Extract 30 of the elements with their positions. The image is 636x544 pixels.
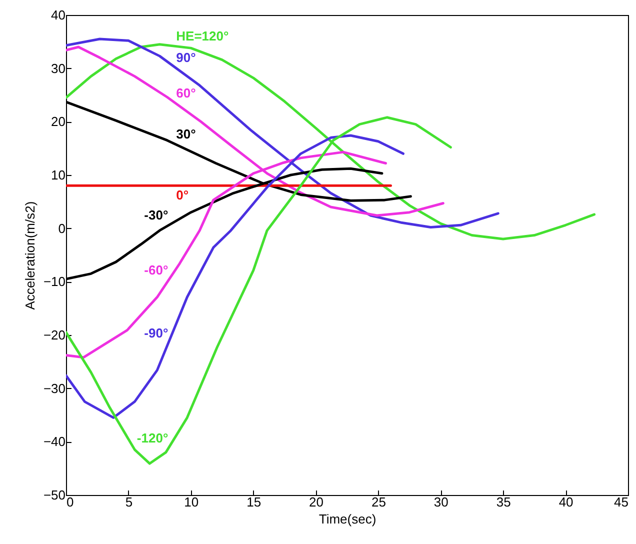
y-tick-label: 0 (58, 220, 66, 236)
y-tick-label: 30 (51, 60, 66, 76)
x-tick-label: 45 (614, 494, 628, 510)
series-label: 90° (176, 50, 196, 66)
series-label: 30° (176, 126, 196, 142)
y-axis-title: Acceleration(m/s2) (22, 201, 38, 310)
x-tick-label: 30 (434, 494, 448, 510)
x-tick-label: 40 (558, 494, 574, 510)
series-label: -90° (144, 325, 168, 340)
y-tick-label: 20 (51, 114, 66, 130)
x-axis-title: Time(sec) (318, 512, 376, 526)
x-tick-label: 25 (371, 494, 386, 510)
series-label: 0° (176, 188, 189, 203)
y-tick-label: 40 (51, 8, 66, 22)
series-label: 60° (176, 86, 196, 101)
x-tick-label: 15 (246, 494, 262, 510)
y-tick-label: 10 (51, 168, 66, 182)
x-tick-label: 10 (184, 494, 199, 510)
series-label: -30° (144, 208, 168, 223)
series-label: HE=120° (176, 28, 229, 44)
y-tick-label: −20 (43, 328, 66, 342)
series-label: -120° (136, 430, 168, 446)
x-tick-label: 20 (309, 494, 324, 510)
y-tick-label: −10 (43, 274, 66, 290)
y-tick-label: −40 (43, 434, 66, 450)
y-tick-label: −30 (43, 380, 66, 396)
series-label: -60° (144, 262, 168, 278)
x-tick-label: 5 (125, 494, 133, 510)
x-tick-label: 35 (496, 494, 511, 510)
y-tick-label: −50 (43, 488, 66, 502)
